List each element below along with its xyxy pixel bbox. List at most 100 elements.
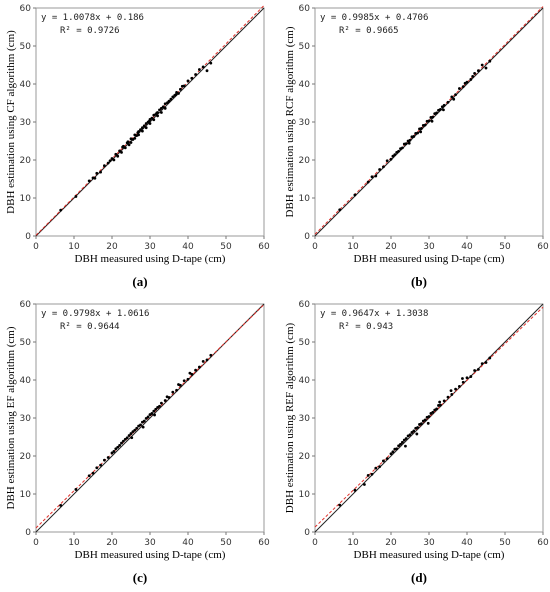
data-point: [152, 118, 156, 122]
data-point: [431, 115, 435, 119]
regression-equation: y = 0.9985x + 0.4706: [320, 13, 428, 23]
data-point: [166, 101, 169, 105]
x-tick-label: 0: [33, 242, 39, 252]
panel-label: (c): [133, 570, 147, 585]
y-tick-label: 30: [299, 118, 311, 128]
data-point: [136, 131, 140, 135]
data-point: [177, 92, 180, 95]
data-point: [439, 403, 442, 407]
data-point: [158, 108, 161, 112]
data-point: [153, 413, 156, 417]
data-point: [426, 421, 430, 425]
data-point: [121, 145, 125, 149]
data-point: [366, 473, 370, 477]
data-point: [141, 126, 144, 130]
data-point: [74, 488, 78, 491]
data-point: [484, 66, 488, 70]
y-tick-label: 60: [20, 300, 32, 310]
data-point: [438, 400, 442, 404]
x-tick-label: 10: [68, 538, 80, 548]
data-point: [116, 154, 120, 158]
data-point: [399, 442, 402, 446]
data-point: [120, 441, 123, 445]
data-point: [408, 433, 412, 437]
y-tick-label: 20: [299, 452, 311, 462]
data-point: [488, 59, 492, 63]
data-point: [353, 488, 357, 492]
data-point: [110, 451, 114, 455]
data-point: [198, 365, 201, 369]
data-point: [397, 149, 400, 153]
data-point: [404, 142, 408, 146]
data-point: [391, 154, 395, 158]
y-tick-label: 60: [299, 300, 311, 310]
x-tick-label: 10: [347, 242, 359, 252]
data-point: [435, 407, 438, 411]
x-tick-label: 60: [258, 538, 270, 548]
x-tick-label: 10: [68, 242, 80, 252]
x-axis-label: DBH measured using D-tape (cm): [354, 253, 505, 265]
data-point: [177, 383, 180, 386]
data-point: [454, 93, 457, 97]
data-point: [404, 437, 408, 440]
x-tick-label: 50: [499, 538, 511, 548]
data-point: [99, 463, 102, 467]
x-tick-label: 0: [312, 538, 318, 548]
data-point: [59, 504, 63, 507]
data-point: [120, 151, 123, 154]
data-point: [144, 416, 148, 420]
data-point: [382, 165, 385, 169]
data-point: [95, 466, 99, 470]
data-point: [171, 95, 175, 99]
data-point: [473, 71, 476, 75]
data-point: [114, 152, 118, 156]
data-point: [133, 136, 137, 140]
r-squared: R² = 0.9665: [339, 26, 399, 36]
data-point: [175, 388, 179, 392]
data-point: [131, 430, 135, 434]
x-tick-label: 0: [312, 242, 318, 252]
data-point: [108, 159, 112, 163]
y-tick-label: 50: [20, 42, 32, 52]
y-tick-label: 10: [20, 194, 32, 204]
data-point: [194, 73, 198, 76]
y-tick-label: 50: [299, 338, 311, 348]
data-point: [449, 389, 453, 393]
data-point: [450, 393, 454, 396]
data-point: [106, 161, 110, 165]
data-point: [452, 97, 456, 101]
data-point: [410, 431, 414, 434]
x-axis-label: DBH measured using D-tape (cm): [75, 253, 226, 265]
x-tick-label: 50: [220, 242, 232, 252]
y-tick-label: 0: [25, 232, 31, 242]
data-point: [116, 445, 120, 449]
data-point: [87, 179, 91, 183]
data-point: [103, 164, 106, 168]
data-point: [419, 130, 423, 134]
data-point: [163, 102, 167, 106]
y-tick-label: 10: [299, 490, 311, 500]
data-point: [150, 116, 154, 120]
data-point: [423, 123, 427, 127]
data-point: [450, 95, 454, 99]
x-axis-label: DBH measured using D-tape (cm): [75, 549, 226, 561]
data-point: [127, 434, 131, 437]
data-point: [123, 437, 127, 441]
data-point: [148, 122, 152, 125]
data-point: [180, 84, 184, 88]
data-point: [427, 119, 431, 123]
data-point: [395, 447, 399, 451]
data-point: [144, 122, 148, 125]
data-point: [374, 466, 378, 470]
x-tick-label: 30: [423, 242, 435, 252]
y-tick-label: 40: [20, 376, 32, 386]
data-point: [129, 141, 133, 144]
regression-equation: y = 1.0078x + 0.186: [41, 13, 144, 23]
data-point: [442, 103, 446, 107]
x-tick-label: 30: [144, 242, 156, 252]
y-axis-label: DBH estimation using CF algorithm (cm): [5, 30, 17, 214]
x-tick-label: 20: [106, 242, 118, 252]
data-point: [129, 432, 133, 435]
data-point: [156, 114, 160, 118]
data-point: [389, 157, 393, 161]
